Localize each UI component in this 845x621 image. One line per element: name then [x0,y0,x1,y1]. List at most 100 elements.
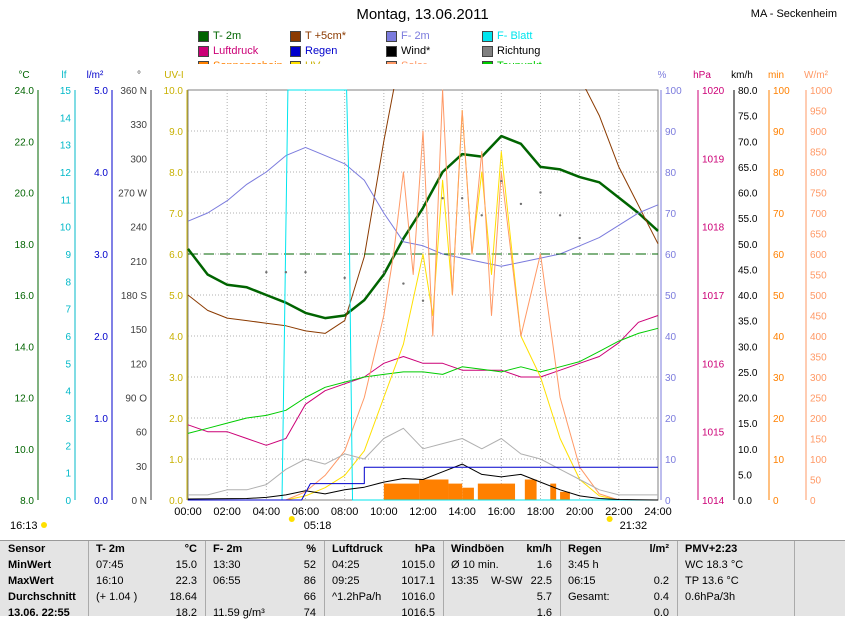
table-cell: 22.5 [530,575,552,587]
legend-swatch [386,45,397,57]
axis-tick-label: 450 [810,312,827,323]
axis-tick-label: 150 [130,325,147,336]
axis-tick-label: 8 [65,277,71,288]
table-cell: W-SW [491,575,523,587]
axis-tick-label: 5.0 [169,291,183,302]
table-cell: 5.7 [536,591,552,603]
series-line [187,463,659,501]
axis-tick-label: 6 [65,332,71,343]
sunset-icon [606,516,613,522]
sunshine-bar [419,479,449,500]
table-cell: MinWert [8,559,52,571]
sunshine-bar [462,487,474,500]
sunshine-bar [477,483,494,500]
time-tick-label: 02:00 [213,506,241,518]
axis-tick-label: 210 [130,257,147,268]
sunshine-bar [493,483,516,500]
table-cell: 74 [303,607,316,619]
axis-tick-label: 12.0 [15,394,35,405]
axis-tick-label: 3.0 [169,373,183,384]
axis-unit-label: °C [18,70,29,81]
axis-tick-label: 7.0 [169,209,183,220]
axis-tick-label: 5.0 [738,470,752,481]
legend-swatch [290,30,301,42]
axis-tick-label: 60 [773,250,785,261]
table-row: 16:10 22.3 [88,573,205,589]
table-header: Sensor [0,541,88,557]
axis-tick-label: 30.0 [738,342,758,353]
time-tick-label: 10:00 [370,506,398,518]
axis-tick-label: 270 W [118,189,147,200]
legend-label: Regen [305,45,338,57]
axis-tick-label: 180 S [121,291,147,302]
axis-tick-label: 1.0 [94,414,108,425]
axis-tick-label: 9.0 [169,127,183,138]
table-cell: % [306,543,316,555]
table-row: 06:55 86 [205,573,324,589]
axis-tick-label: 90 [665,127,677,138]
table-cell: 13:30 [213,559,241,571]
axis-tick-label: 90 [773,127,785,138]
axis-tick-label: 20 [773,414,785,425]
legend-item: F- Blatt [482,30,532,42]
table-row: 13.06. 22:55 [0,605,88,621]
axis-tick-label: 18.0 [15,240,35,251]
sunshine-bar [524,479,537,500]
sunrise-icon [288,516,295,522]
direction-point [421,299,425,302]
axis-tick-label: 100 [810,455,827,466]
axis-tick-label: 24.0 [15,86,35,97]
table-cell: l/m² [649,543,669,555]
legend-swatch [198,45,209,57]
axis-tick-label: 330 [130,120,147,131]
time-tick-label: 20:00 [566,506,594,518]
table-header: Luftdruck hPa [324,541,443,557]
sunshine-bar [560,491,570,500]
weather-chart: 24.022.020.018.016.014.012.010.08.0°C151… [10,64,833,532]
axis-tick-label: 55.0 [738,214,758,225]
axis-tick-label: 20.0 [15,189,35,200]
axis-tick-label: 4.0 [94,168,108,179]
axis-unit-label: hPa [693,70,711,81]
table-row: Gesamt: 0.4 [560,589,677,605]
table-row: 1.6 [443,605,560,621]
axis-tick-label: 60 [665,250,677,261]
axis-tick-label: 100 [665,86,682,97]
table-row: 06:15 0.2 [560,573,677,589]
table-cell: 1016.5 [401,607,435,619]
table-cell: 22.3 [175,575,197,587]
axis-tick-label: 70 [665,209,677,220]
axis-tick-label: 360 N [120,86,147,97]
axis-unit-label: l/m² [87,70,104,81]
axis-tick-label: 11 [61,195,72,206]
series-line [187,315,659,446]
axis-tick-label: 1016 [702,359,725,370]
legend-item: F- 2m [386,30,430,42]
table-cell: 3:45 h [568,559,599,571]
axis-tick-label: 9 [65,250,71,261]
table-header: T- 2m °C [88,541,205,557]
axis-tick-label: 200 [810,414,827,425]
table-cell: F- 2m [213,543,243,555]
series-line [188,89,658,501]
time-tick-label: 18:00 [527,506,555,518]
series-line [187,327,659,434]
table-header: F- 2m% [205,541,324,557]
legend-swatch [386,30,397,42]
table-column: PMV+2:23 WC 18.3 °C TP 13.6 °C 0.6hPa/3h [677,541,795,616]
table-cell: 1016.0 [401,591,435,603]
axis-tick-label: 500 [810,291,827,302]
table-cell: 18.2 [175,607,197,619]
axis-tick-label: 850 [810,148,827,159]
axis-tick-label: 250 [810,394,827,405]
table-header: PMV+2:23 [677,541,794,557]
axis-unit-label: UV-I [164,70,183,81]
legend-label: Luftdruck [213,45,259,57]
axis-tick-label: 1018 [702,223,725,234]
table-row: WC 18.3 °C [677,557,794,573]
axis-tick-label: 8.0 [20,496,34,507]
table-cell: T- 2m [96,543,125,555]
table-column: T- 2m °C 07:45 15.0 16:10 22.3 (+ 1.04 ) 18.64 1… [88,541,206,619]
axis-tick-label: 80 [773,168,785,179]
legend-item: T- 2m [198,30,241,42]
